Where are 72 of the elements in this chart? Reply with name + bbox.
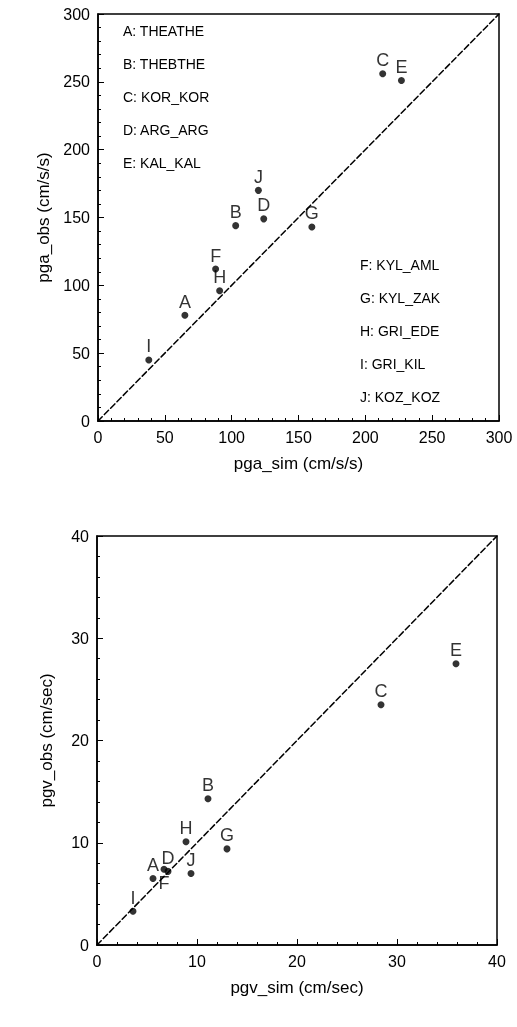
- data-label: J: [253, 166, 263, 187]
- x-tick-label: 30: [388, 952, 406, 970]
- x-tick-label: 250: [418, 428, 446, 446]
- x-tick-label: 100: [218, 428, 246, 446]
- annotation: A: THEATHE: [123, 23, 205, 39]
- point: [160, 865, 168, 873]
- point: [149, 875, 157, 883]
- point: [145, 356, 153, 364]
- y-tick-label: 0: [81, 412, 91, 430]
- y-axis-title: pgv_obs (cm/sec): [37, 673, 56, 808]
- point: [377, 701, 385, 709]
- x-tick-label: 0: [93, 428, 103, 446]
- data-label: G: [219, 825, 235, 846]
- y-tick-label: 300: [63, 5, 91, 23]
- point: [216, 287, 224, 295]
- point: [254, 186, 262, 194]
- annotation: H: GRI_EDE: [360, 323, 440, 339]
- data-label: F: [158, 872, 170, 893]
- annotation: I: GRI_KIL: [360, 356, 426, 372]
- x-tick-label: 10: [188, 952, 206, 970]
- data-label: B: [201, 775, 215, 796]
- y-tick-label: 150: [63, 209, 91, 226]
- x-tick-label: 150: [285, 428, 312, 446]
- point: [204, 795, 212, 803]
- y-tick-label: 20: [71, 732, 90, 749]
- x-axis-title: pgv_sim (cm/sec): [230, 978, 364, 997]
- y-tick-label: 100: [63, 276, 91, 294]
- data-label: I: [130, 887, 136, 908]
- y-tick-label: 200: [63, 141, 91, 159]
- point: [397, 76, 405, 84]
- x-tick-label: 50: [155, 428, 174, 446]
- point: [182, 838, 190, 846]
- annotation: E: KAL_KAL: [123, 155, 202, 171]
- point: [260, 215, 268, 223]
- y-tick-label: 10: [71, 834, 90, 852]
- x-tick-label: 200: [351, 428, 379, 446]
- x-tick-label: 0: [92, 952, 102, 970]
- annotation: B: THEBTHE: [123, 56, 206, 72]
- data-label: B: [229, 202, 242, 223]
- x-tick-label: 40: [488, 952, 506, 970]
- point: [379, 70, 387, 78]
- data-label: E: [395, 56, 408, 77]
- point: [452, 660, 460, 668]
- data-label: E: [449, 640, 463, 661]
- y-tick-label: 250: [63, 73, 91, 91]
- x-axis-title: pga_sim (cm/s/s): [233, 454, 364, 473]
- y-tick-label: 30: [71, 629, 90, 647]
- point: [181, 311, 189, 319]
- y-tick-label: 50: [72, 344, 91, 362]
- data-label: J: [186, 849, 196, 870]
- data-label: D: [257, 195, 271, 216]
- x-tick-label: 20: [288, 952, 306, 970]
- y-axis-title: pga_obs (cm/s/s): [34, 152, 54, 283]
- data-label: C: [376, 50, 390, 71]
- annotation: C: KOR_KOR: [123, 89, 210, 105]
- data-label: I: [146, 336, 152, 357]
- data-label: A: [178, 291, 191, 312]
- annotation: J: KOZ_KOZ: [360, 389, 441, 405]
- x-tick-label: 300: [485, 428, 513, 446]
- data-label: H: [179, 818, 193, 839]
- annotation: D: ARG_ARG: [123, 122, 209, 138]
- y-tick-label: 40: [71, 527, 90, 545]
- data-label: H: [213, 267, 227, 288]
- point: [187, 869, 195, 877]
- annotation: G: KYL_ZAK: [360, 290, 441, 306]
- data-label: F: [210, 245, 222, 266]
- data-label: C: [374, 681, 388, 702]
- annotation: F: KYL_AML: [360, 257, 440, 273]
- data-label: D: [161, 847, 175, 868]
- point: [232, 222, 240, 230]
- y-tick-label: 0: [80, 936, 90, 954]
- data-label: A: [146, 855, 160, 876]
